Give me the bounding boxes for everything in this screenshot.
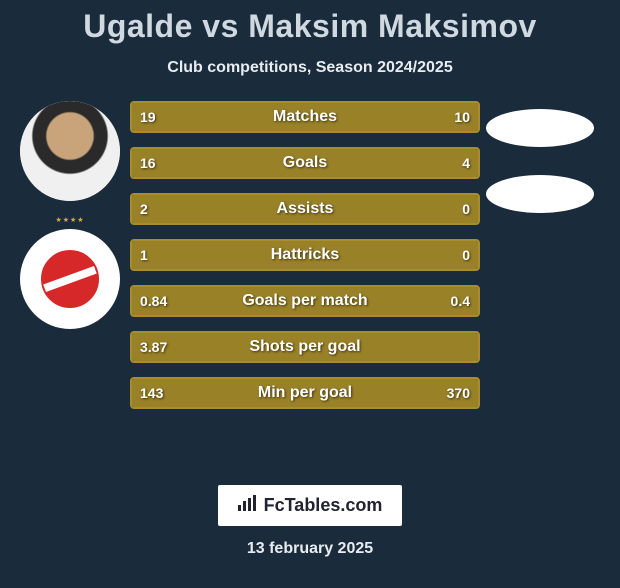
left-column: ★★★★ bbox=[10, 101, 130, 409]
stat-label: Goals bbox=[132, 149, 478, 177]
footer: FcTables.com 13 february 2025 bbox=[0, 485, 620, 558]
stat-label: Assists bbox=[132, 195, 478, 223]
brand-text: FcTables.com bbox=[264, 495, 383, 516]
stat-label: Min per goal bbox=[132, 379, 478, 407]
avatar-placeholder-icon bbox=[20, 101, 120, 201]
stat-row: 0.840.4Goals per match bbox=[130, 285, 480, 317]
stat-row: 10Hattricks bbox=[130, 239, 480, 271]
bars-icon bbox=[238, 495, 258, 516]
stat-label: Goals per match bbox=[132, 287, 478, 315]
stat-row: 1910Matches bbox=[130, 101, 480, 133]
right-column bbox=[480, 101, 600, 409]
player-left-avatar bbox=[20, 101, 120, 201]
root: Ugalde vs Maksim Maksimov Club competiti… bbox=[0, 8, 620, 588]
date-text: 13 february 2025 bbox=[247, 540, 373, 558]
player-right-avatar-placeholder bbox=[486, 109, 594, 147]
stat-label: Shots per goal bbox=[132, 333, 478, 361]
brand-badge[interactable]: FcTables.com bbox=[218, 485, 403, 526]
stat-label: Matches bbox=[132, 103, 478, 131]
stat-row: 143370Min per goal bbox=[130, 377, 480, 409]
stat-row: 164Goals bbox=[130, 147, 480, 179]
stat-row: 20Assists bbox=[130, 193, 480, 225]
main-row: ★★★★ 1910Matches 164Goals 20Assists 10Hattr… bbox=[0, 101, 620, 409]
subtitle: Club competitions, Season 2024/2025 bbox=[0, 59, 620, 77]
stat-label: Hattricks bbox=[132, 241, 478, 269]
club-stars-icon: ★★★★ bbox=[55, 216, 84, 224]
stats-bars: 1910Matches 164Goals 20Assists 10Hattricks 0… bbox=[130, 101, 480, 409]
player-right-club-placeholder bbox=[486, 175, 594, 213]
stat-row: 3.87Shots per goal bbox=[130, 331, 480, 363]
page-title: Ugalde vs Maksim Maksimov bbox=[0, 8, 620, 45]
club-badge-icon bbox=[41, 250, 99, 308]
player-left-club-logo: ★★★★ bbox=[20, 229, 120, 329]
club-stripe-icon bbox=[43, 266, 96, 292]
